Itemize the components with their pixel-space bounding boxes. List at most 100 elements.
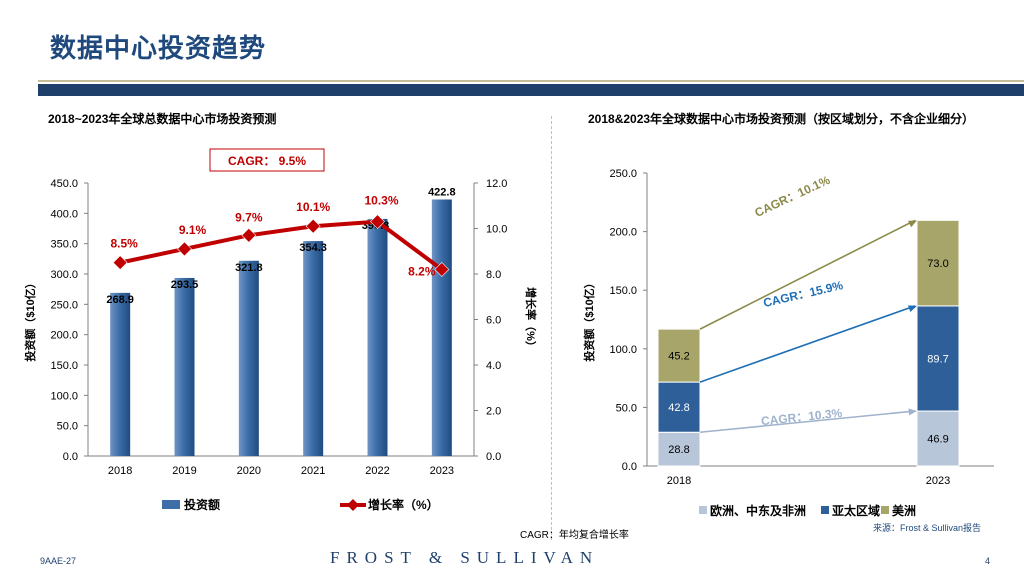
cagr-annotation-text: CAGR： 9.5%	[228, 154, 306, 168]
bar	[303, 241, 324, 456]
title-rule-thin	[38, 80, 1024, 82]
growth-rate-marker	[434, 262, 450, 277]
bar	[110, 292, 131, 456]
y-tick-label: 100.0	[609, 344, 637, 356]
regional-investment-chart: 0.0 50.0 100.0 150.0 200.0 250.0 2018 2023 投资额（$…	[582, 168, 994, 518]
segment-value-label: 28.8	[668, 444, 689, 456]
right-y-tick-label: 12.0	[486, 178, 507, 190]
y-tick-label: 250.0	[609, 168, 637, 180]
x-tick-label: 2023	[926, 475, 950, 487]
cagr-footnote: CAGR：年均复合增长率	[520, 530, 629, 541]
growth-rate-label: 9.1%	[179, 223, 207, 237]
growth-rate-marker	[370, 214, 385, 230]
cagr-label: CAGR：10.3%	[760, 406, 843, 428]
growth-rate-marker	[112, 255, 128, 271]
bar-value-label: 422.8	[428, 187, 456, 199]
growth-rate-label: 10.3%	[364, 194, 398, 208]
left-y-tick-label: 150.0	[50, 360, 78, 372]
left-y-tick-label: 0.0	[63, 451, 78, 463]
stacked-bar-segment	[916, 410, 960, 467]
bar	[431, 199, 452, 456]
left-y-tick-label: 350.0	[50, 239, 78, 251]
growth-rate-marker	[305, 218, 321, 234]
x-tick-label: 2023	[430, 465, 454, 477]
left-y-tick-label: 50.0	[57, 421, 78, 433]
cagr-label: CAGR：10.1%	[752, 173, 832, 220]
cagr-label: CAGR：15.9%	[762, 278, 845, 310]
right-y-tick-label: 10.0	[486, 224, 507, 236]
stacked-bar-segment	[916, 219, 960, 307]
source-note: 来源：Frost & Sullivan报告	[873, 523, 982, 533]
stacked-bar-segment	[916, 305, 960, 412]
left-y-tick-label: 400.0	[50, 208, 78, 220]
cagr-arrowhead	[908, 305, 917, 312]
left-y-tick-label: 200.0	[50, 330, 78, 342]
growth-rate-line	[119, 219, 444, 272]
legend-swatch	[699, 506, 707, 514]
y-tick-label: 0.0	[622, 461, 637, 473]
right-y-tick-label: 0.0	[486, 451, 501, 463]
legend-swatch	[881, 506, 889, 514]
investment-growth-chart: 0.0 50.0 100.0 150.0 200.0 250.0 300.0 350.0 400…	[23, 148, 538, 512]
left-y-tick-label: 450.0	[50, 178, 78, 190]
growth-rate-label: 9.7%	[235, 210, 263, 224]
stacked-bar-segment	[657, 328, 701, 383]
legend-label: 美洲	[892, 503, 916, 518]
bar	[174, 277, 195, 456]
cagr-arrow	[699, 219, 916, 330]
segment-value-label: 73.0	[927, 258, 948, 270]
right-y-tick-label: 4.0	[486, 360, 501, 372]
cagr-arrow	[699, 410, 916, 434]
right-y-tick-label: 2.0	[486, 406, 501, 418]
left-y-axis-title: 投资额（$10亿）	[23, 277, 37, 361]
x-tick-label: 2021	[301, 465, 325, 477]
cagr-annotation-box	[209, 148, 325, 172]
segment-value-label: 42.8	[668, 402, 689, 414]
growth-rate-label: 8.5%	[110, 237, 138, 251]
footer-brand-logo: FROST & SULLIVAN	[330, 548, 600, 567]
x-tick-label: 2020	[237, 465, 261, 477]
title-rule-thick	[38, 84, 1024, 96]
legend-label: 欧洲、中东及非洲	[710, 503, 806, 518]
footer-id: 9AAE-27	[40, 556, 77, 566]
right-y-tick-label: 8.0	[486, 269, 501, 281]
legend-swatch	[821, 506, 829, 514]
bar-value-label: 354.3	[299, 242, 327, 254]
chart-divider	[551, 116, 552, 540]
legend-bar-label: 投资额	[184, 497, 220, 512]
growth-rate-marker	[241, 227, 257, 243]
page-number: 4	[985, 556, 991, 566]
cagr-arrowhead	[908, 408, 917, 416]
bar-value-label: 293.5	[171, 279, 199, 291]
growth-rate-label: 8.2%	[408, 264, 436, 278]
legend-line-marker	[347, 499, 359, 511]
right-y-axis-title: 增长率（%）	[524, 287, 538, 352]
page-title: 数据中心投资趋势	[50, 33, 267, 63]
left-y-tick-label: 300.0	[50, 269, 78, 281]
right-y-tick-label: 6.0	[486, 315, 501, 327]
stacked-bar-segment	[657, 431, 701, 467]
x-tick-label: 2018	[108, 465, 132, 477]
y-axis-title: 投资额（$10亿）	[582, 277, 596, 361]
left-chart-title: 2018~2023年全球总数据中心市场投资预测	[48, 112, 277, 126]
segment-value-label: 89.7	[927, 353, 948, 365]
y-tick-label: 150.0	[609, 285, 637, 297]
cagr-arrow	[699, 305, 916, 383]
bar-value-label: 268.9	[106, 294, 134, 306]
right-chart-title: 2018&2023年全球数据中心市场投资预测（按区域划分，不含企业细分）	[588, 112, 975, 126]
segment-value-label: 46.9	[927, 434, 948, 446]
growth-rate-marker	[177, 241, 192, 257]
segment-value-label: 45.2	[668, 351, 689, 363]
growth-rate-label: 10.1%	[296, 200, 330, 214]
x-tick-label: 2022	[365, 465, 389, 477]
legend-label: 亚太区域	[832, 503, 880, 518]
legend-line-label: 增长率（%）	[368, 497, 439, 512]
x-tick-label: 2018	[667, 475, 691, 487]
y-tick-label: 50.0	[616, 402, 637, 414]
bar	[367, 218, 388, 456]
y-tick-label: 200.0	[609, 227, 637, 239]
bar-value-label: 321.8	[235, 262, 263, 274]
bar	[238, 260, 259, 456]
cagr-arrowhead	[908, 220, 917, 228]
legend-bar-swatch	[162, 500, 180, 509]
